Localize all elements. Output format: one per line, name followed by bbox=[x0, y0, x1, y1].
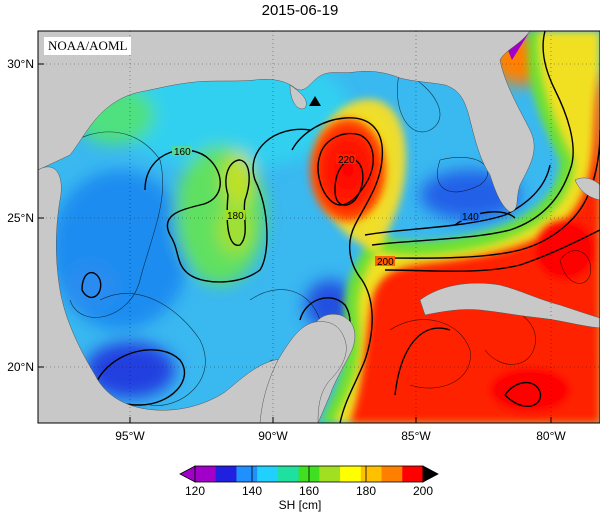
land bbox=[38, 31, 600, 423]
colorbar-label: SH [cm] bbox=[278, 498, 322, 512]
contour-label-200: 200 bbox=[377, 257, 394, 268]
contour-label-160: 160 bbox=[174, 147, 191, 158]
lon-tick-label: 90°W bbox=[258, 429, 288, 443]
colorbar-segment bbox=[195, 466, 217, 482]
colorbar-tick-label: 180 bbox=[356, 484, 376, 498]
colorbar-segment bbox=[257, 466, 279, 482]
colorbar-segment bbox=[402, 466, 424, 482]
colorbar-tick-label: 120 bbox=[185, 484, 205, 498]
lat-tick-label: 30°N bbox=[7, 57, 34, 71]
colorbar-high-arrow bbox=[422, 465, 439, 483]
map-title: 2015-06-19 bbox=[261, 2, 339, 19]
contour-label-180: 180 bbox=[227, 211, 244, 222]
contour-labels: 140 160 180 200 220 bbox=[172, 146, 480, 268]
lat-tick-label: 25°N bbox=[7, 211, 34, 225]
colorbar-segment bbox=[319, 466, 341, 482]
contour-label-220: 220 bbox=[338, 155, 355, 166]
lon-tick-label: 80°W bbox=[536, 429, 566, 443]
lat-tick-label: 20°N bbox=[7, 360, 34, 374]
colorbar-segment bbox=[360, 466, 383, 482]
plot-frame bbox=[37, 30, 600, 424]
colorbar-segment bbox=[236, 466, 258, 482]
colorbar: 120 140 160 180 200 bbox=[179, 465, 439, 498]
colorbar-tick-label: 200 bbox=[413, 484, 433, 498]
lon-tick-label: 95°W bbox=[115, 429, 145, 443]
colorbar-tick-label: 160 bbox=[299, 484, 319, 498]
colorbar-segment bbox=[215, 466, 237, 482]
triangle-marker-icon bbox=[309, 96, 321, 106]
colorbar-tick-label: 140 bbox=[242, 484, 262, 498]
lon-tick-label: 85°W bbox=[401, 429, 431, 443]
contour-label-140: 140 bbox=[462, 212, 479, 223]
colorbar-segment bbox=[277, 466, 300, 482]
credit-label: NOAA/AOML bbox=[44, 37, 132, 55]
colorbar-segment bbox=[381, 466, 403, 482]
colorbar-low-arrow bbox=[179, 465, 196, 483]
colorbar-segment bbox=[340, 466, 362, 482]
